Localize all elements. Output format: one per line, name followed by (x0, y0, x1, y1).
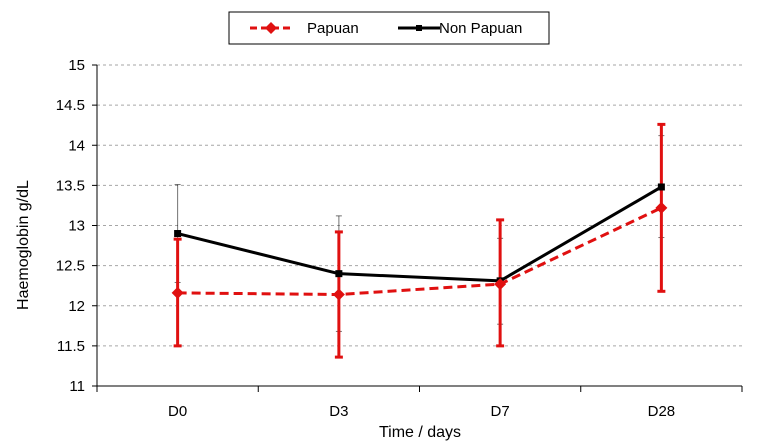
y-axis-title: Haemoglobin g/dL (15, 180, 32, 310)
non-papuan-point (335, 270, 343, 278)
x-tick-label-d0: D0 (168, 403, 187, 420)
x-axis-title: Time / days (379, 424, 461, 441)
papuan-point (171, 286, 184, 299)
y-tick-label: 13 (68, 218, 85, 235)
y-tick-label: 14.5 (56, 97, 85, 114)
non-papuan-point (657, 183, 665, 191)
axes (92, 64, 743, 392)
papuan-point (655, 201, 668, 214)
y-tick-label: 11 (69, 378, 85, 395)
legend-papuan-marker (265, 22, 277, 34)
y-tick-label: 12.5 (56, 258, 85, 275)
papuan-point (494, 278, 507, 291)
papuan-series-line (177, 206, 663, 297)
legend-non-papuan-label: Non Papuan (439, 20, 522, 37)
y-tick-label: 15 (68, 57, 85, 74)
legend-non-papuan-marker (416, 25, 422, 31)
gridlines (97, 64, 742, 347)
y-tick-labels: 11 11.5 12 12.5 13 13.5 14 14.5 15 (56, 57, 85, 395)
non-papuan-series-line (177, 185, 663, 283)
y-tick-label: 12 (68, 298, 85, 315)
y-tick-label: 13.5 (56, 177, 85, 194)
x-tick-label-d7: D7 (491, 403, 510, 420)
non-papuan-point (174, 230, 182, 238)
y-tick-label: 14 (68, 137, 85, 154)
legend-papuan-label: Papuan (307, 20, 359, 37)
plot-area (171, 122, 668, 359)
y-tick-label: 11.5 (57, 338, 85, 355)
x-tick-label-d3: D3 (329, 403, 348, 420)
legend-box (228, 11, 550, 45)
x-tick-labels: D0 D3 D7 D28 (168, 403, 675, 420)
papuan-point (332, 288, 345, 301)
x-tick-label-d28: D28 (648, 403, 676, 420)
legend: Papuan Non Papuan (228, 11, 550, 45)
